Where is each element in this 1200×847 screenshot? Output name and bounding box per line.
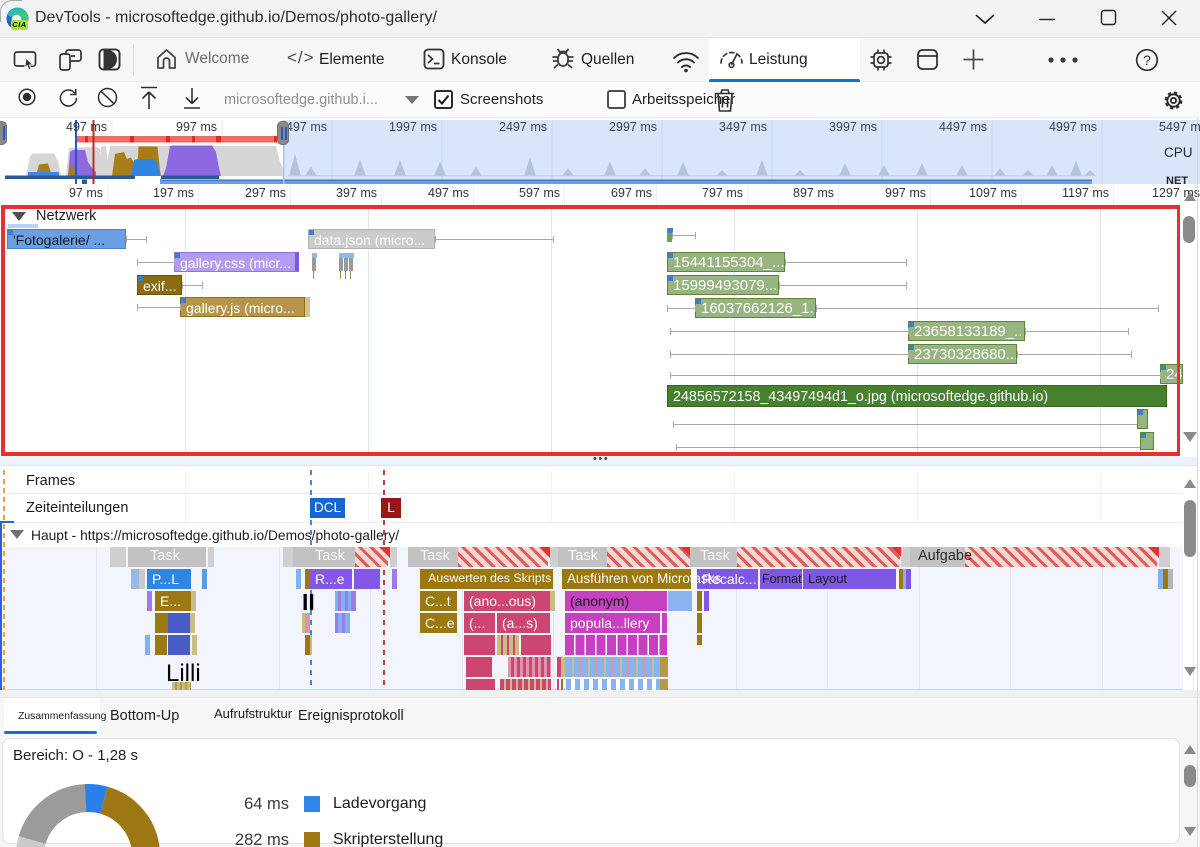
svg-text:?: ?	[1143, 52, 1151, 68]
